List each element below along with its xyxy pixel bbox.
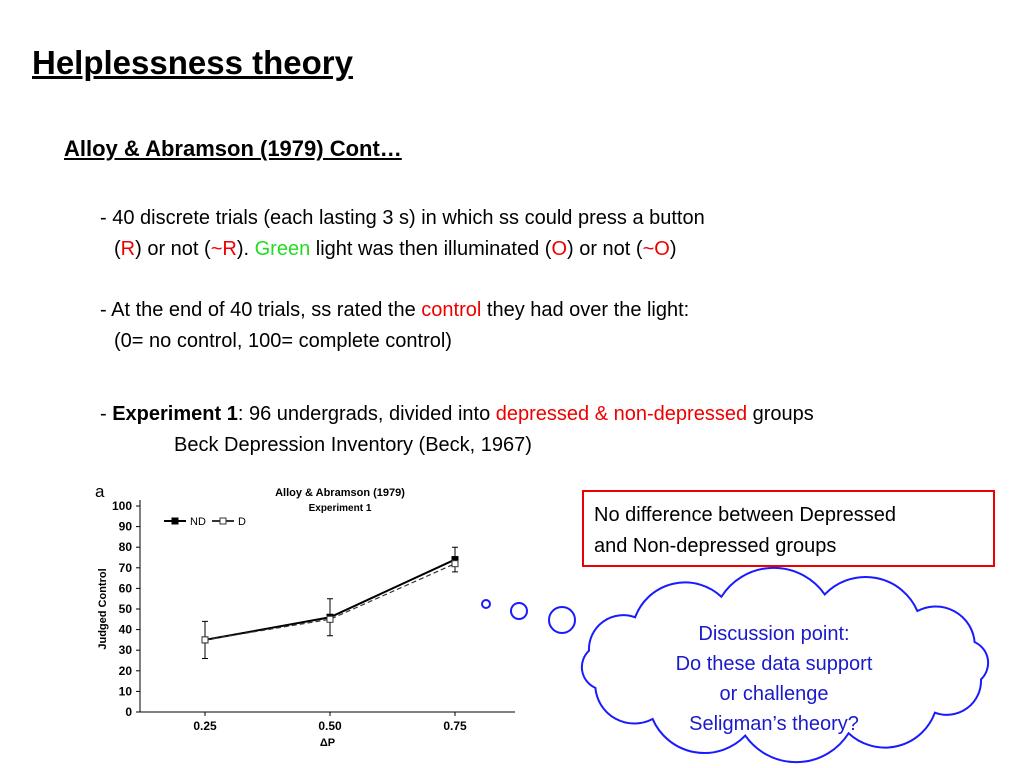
bullet-line: - At the end of 40 trials, ss rated the … xyxy=(100,299,689,322)
cloud-text: Seligman’s theory? xyxy=(689,713,859,735)
bullet-line: Beck Depression Inventory (Beck, 1967) xyxy=(174,434,532,457)
cloud-text: or challenge xyxy=(720,683,829,705)
y-tick-label: 50 xyxy=(119,602,133,616)
slide-subtitle: Alloy & Abramson (1979) Cont… xyxy=(64,136,402,161)
y-tick-label: 40 xyxy=(119,623,133,637)
text-run: groups xyxy=(747,403,814,425)
text-run: depressed & non-depressed xyxy=(495,403,748,425)
thought-bubble xyxy=(481,599,491,609)
y-axis-label: Judged Control xyxy=(97,568,109,649)
text-run: ) or not ( xyxy=(567,238,643,260)
chart-title: Alloy & Abramson (1979) xyxy=(275,487,405,499)
slide-title: Helplessness theory xyxy=(32,44,353,81)
bullet-line: (0= no control, 100= complete control) xyxy=(114,330,452,353)
text-run: ) xyxy=(669,238,677,260)
text-run: - xyxy=(100,403,113,425)
y-tick-label: 10 xyxy=(119,684,133,698)
text-run: ). xyxy=(236,238,255,260)
thought-bubble xyxy=(510,602,528,620)
legend-marker xyxy=(219,517,227,525)
marker xyxy=(326,615,334,623)
cloud-text: Do these data support xyxy=(676,653,873,675)
text-run: they had over the light: xyxy=(481,299,690,321)
note-text: and Non-depressed groups xyxy=(594,535,836,557)
y-tick-label: 90 xyxy=(119,520,133,534)
text-run: O xyxy=(551,238,567,260)
x-tick-label: 0.25 xyxy=(193,719,217,733)
legend-label: ND xyxy=(190,516,206,528)
y-tick-label: 100 xyxy=(112,499,132,513)
text-run: control xyxy=(421,299,482,321)
legend-label: D xyxy=(238,516,246,528)
text-run: ) or not ( xyxy=(135,238,211,260)
text-run: light was then illuminated ( xyxy=(310,238,552,260)
text-run: Beck Depression Inventory (Beck, 1967) xyxy=(174,434,532,456)
bullet-line: (R) or not (~R). Green light was then il… xyxy=(114,238,677,261)
x-axis-label: ΔP xyxy=(320,737,335,749)
cloud-text: Discussion point: xyxy=(698,623,849,645)
text-run: ( xyxy=(114,238,121,260)
text-run: ~O xyxy=(642,238,670,260)
marker xyxy=(201,636,209,644)
x-tick-label: 0.50 xyxy=(318,719,342,733)
text-run: ~R xyxy=(210,238,237,260)
bullet-line: - 40 discrete trials (each lasting 3 s) … xyxy=(100,207,705,230)
y-tick-label: 60 xyxy=(119,581,133,595)
series-line xyxy=(204,563,456,641)
text-run: Experiment 1 xyxy=(112,403,238,425)
cloud xyxy=(580,566,990,764)
y-tick-label: 30 xyxy=(119,643,133,657)
x-tick-label: 0.75 xyxy=(443,719,467,733)
text-run: Green xyxy=(254,238,311,260)
y-tick-label: 80 xyxy=(119,540,133,554)
text-run: R xyxy=(120,238,136,260)
legend-marker xyxy=(171,517,179,525)
note-text: No difference between Depressed xyxy=(594,504,896,526)
text-run: (0= no control, 100= complete control) xyxy=(114,330,452,352)
y-tick-label: 0 xyxy=(125,705,132,719)
note-box xyxy=(582,490,995,567)
marker xyxy=(451,560,459,568)
chart-subtitle: Experiment 1 xyxy=(309,503,372,514)
text-run: - At the end of 40 trials, ss rated the xyxy=(100,299,422,321)
text-run: - 40 discrete trials (each lasting 3 s) … xyxy=(100,207,705,229)
bullet-line: - Experiment 1: 96 undergrads, divided i… xyxy=(100,403,814,426)
text-run: : 96 undergrads, divided into xyxy=(237,403,496,425)
panel-label: a xyxy=(95,482,105,501)
thought-bubble xyxy=(548,606,576,634)
y-tick-label: 20 xyxy=(119,664,133,678)
y-tick-label: 70 xyxy=(119,561,133,575)
